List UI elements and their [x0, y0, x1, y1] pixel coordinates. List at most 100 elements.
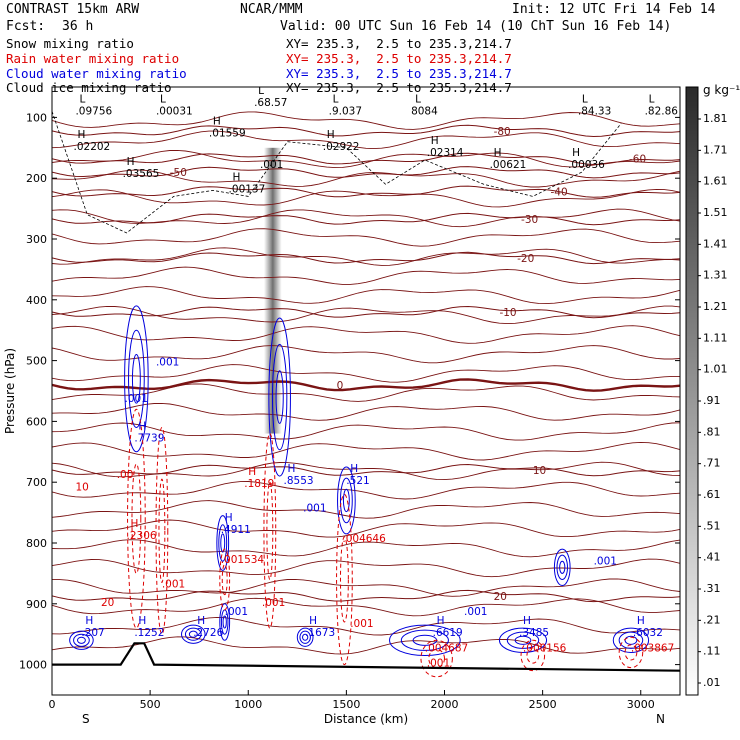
extremum-value: .6032 [633, 627, 663, 639]
cloud-water-contour [73, 633, 90, 647]
extremum-marker: L [160, 94, 166, 106]
extremum-value: .001 [427, 658, 450, 670]
extremum-marker: H [127, 156, 135, 168]
extremum-marker: H [572, 147, 580, 159]
cloud-water-contour [271, 343, 288, 451]
isotherm-line [52, 597, 680, 617]
extremum-value: .001 [156, 357, 179, 369]
cloud-water-contour [506, 631, 540, 649]
isotherm-line [52, 578, 680, 597]
colorbar-label: 1.71 [703, 143, 728, 156]
isotherm-line [52, 185, 680, 198]
extremum-value: .3485 [519, 627, 549, 639]
cloud-water-contour [612, 627, 650, 653]
extremum-marker: H [138, 615, 146, 627]
extremum-value: .521 [346, 475, 369, 487]
isotherm-line [52, 558, 680, 578]
isotherm-line [52, 149, 680, 169]
extremum-marker: H [248, 466, 256, 478]
rain-water-contour [221, 563, 228, 596]
isotherm-line [52, 188, 680, 208]
cloud-water-contour [339, 477, 353, 524]
y-tick-label: 1000 [19, 659, 47, 672]
colorbar-label: 1.11 [703, 331, 728, 344]
extremum-value: .001 [464, 606, 487, 618]
isotherm-label: 0 [337, 380, 344, 392]
colorbar-label: 1.51 [703, 206, 728, 219]
cloud-water-contour [559, 560, 566, 574]
legend-cloudwater-xy: XY= 235.3, 2.5 to 235.3,214.7 [286, 66, 512, 81]
isotherm-line [52, 463, 680, 477]
extremum-value: .00137 [229, 183, 266, 195]
extremum-marker: H [523, 615, 531, 627]
isotherm-line [52, 539, 680, 558]
colorbar-label: .61 [703, 488, 721, 501]
isotherm-line [52, 169, 680, 188]
colorbar-label: .91 [703, 394, 721, 407]
colorbar-label: .11 [703, 645, 721, 658]
extremum-value: .004687 [425, 642, 468, 654]
extremum-marker: H [225, 512, 233, 524]
extremum-marker: H [197, 615, 205, 627]
extremum-value: .001 [260, 159, 283, 171]
isotherm-line [52, 212, 680, 226]
legend-rain-label: Rain water mixing ratio [6, 51, 180, 66]
cloud-water-contour [498, 627, 548, 653]
extremum-value: .8553 [284, 475, 314, 487]
extremum-value: .02202 [74, 141, 111, 153]
extremum-value: .09756 [75, 106, 112, 118]
y-tick-label: 800 [26, 537, 47, 550]
isotherm-label: -80 [494, 126, 511, 138]
extremum-value: .00 [117, 469, 134, 481]
colorbar-label: 1.61 [703, 175, 728, 188]
isotherm-label: -50 [170, 167, 187, 179]
isotherm-label: 10 [533, 465, 546, 477]
extremum-value: .02314 [427, 147, 464, 159]
extremum-marker: H [637, 615, 645, 627]
rain-water-contour [520, 639, 546, 672]
cloud-water-contour [400, 629, 449, 651]
cloud-water-contour [296, 627, 314, 647]
isotherm-line [52, 251, 680, 265]
extremum-marker: H [350, 463, 358, 475]
cloud-water-contour [218, 524, 228, 562]
extremum-value: .84.33 [578, 106, 611, 118]
extremum-value: .02922 [323, 141, 360, 153]
colorbar-label: 1.41 [703, 237, 728, 250]
cloud-water-contour [268, 317, 291, 477]
colorbar-label: 1.81 [703, 112, 728, 125]
extremum-marker: H [85, 615, 93, 627]
y-tick-label: 700 [26, 476, 47, 489]
isotherm-line [52, 266, 680, 285]
extremum-value: .1673 [305, 627, 335, 639]
cloud-water-contour [216, 515, 230, 571]
isotherm-line [52, 364, 680, 383]
extremum-value: .00621 [490, 159, 527, 171]
isotherm-label: -40 [550, 187, 567, 199]
y-tick-label: 100 [26, 111, 47, 124]
isotherm-label: -10 [499, 307, 516, 319]
center-label: NCAR/MMM [240, 2, 303, 17]
y-axis-label: Pressure (hPa) [3, 348, 17, 434]
extremum-value: .001 [350, 618, 373, 630]
cloud-water-contour [553, 548, 571, 587]
isotherm-line [52, 305, 680, 319]
x-tick-label: 0 [49, 698, 56, 711]
rain-water-contour [263, 433, 277, 629]
extremum-marker: L [649, 94, 655, 106]
isotherm-line [52, 228, 680, 247]
colorbar-label: 1.21 [703, 300, 728, 313]
x-tick-label: 500 [140, 698, 161, 711]
rain-water-contour [266, 481, 274, 580]
extremum-value: .001 [162, 579, 185, 591]
cloud-water-contour [181, 624, 206, 644]
extremum-value: .6619 [433, 627, 463, 639]
cloud-water-contour [389, 624, 461, 656]
plot-frame [51, 86, 681, 696]
cloud-water-contour [299, 630, 311, 644]
colorbar-label: .71 [703, 457, 721, 470]
extremum-value: .00031 [156, 106, 193, 118]
x-tick-label: 2000 [431, 698, 459, 711]
y-tick-label: 900 [26, 598, 47, 611]
